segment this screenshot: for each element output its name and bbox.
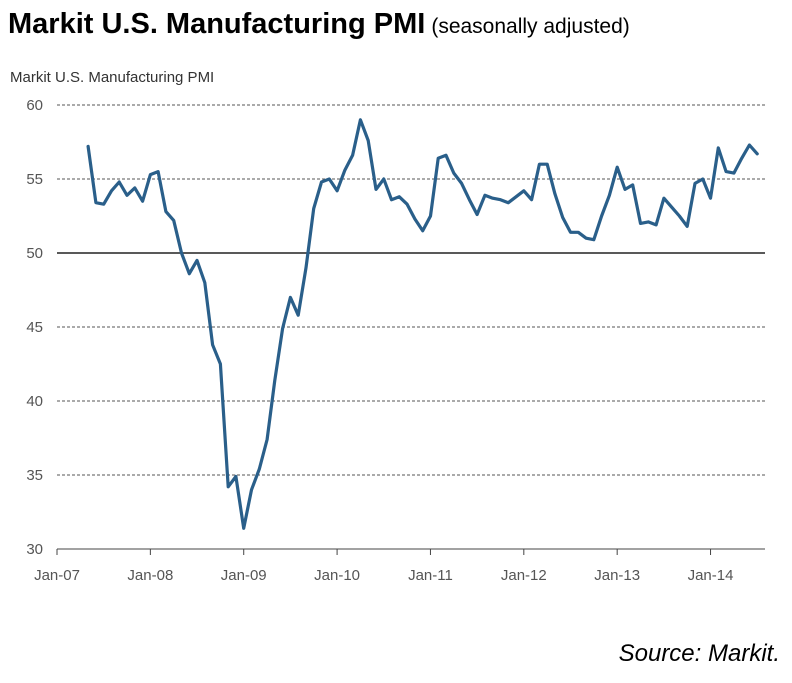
x-tick-label: Jan-14 xyxy=(688,567,734,584)
x-tick-label: Jan-10 xyxy=(314,567,360,584)
y-tick-label: 55 xyxy=(26,171,43,188)
gridlines xyxy=(57,104,765,476)
series-group xyxy=(86,118,759,530)
x-tick-label: Jan-13 xyxy=(594,567,640,584)
y-tick-label: 30 xyxy=(26,541,43,558)
x-axis: Jan-07 Jan-08 Jan-09 Jan-10 Jan-11 Jan-12 Jan-… xyxy=(34,548,765,584)
y-tick-label: 45 xyxy=(26,319,43,336)
chart-title-block: Markit U.S. Manufacturing PMI (seasonally… xyxy=(8,8,630,41)
source-note: Source: Markit. xyxy=(618,640,780,667)
x-tick-label: Jan-09 xyxy=(221,567,267,584)
y-axis-label: Markit U.S. Manufacturing PMI xyxy=(10,69,214,86)
x-tick-label: Jan-07 xyxy=(34,567,80,584)
pmi-series-line xyxy=(86,118,759,530)
x-tick-label: Jan-08 xyxy=(127,567,173,584)
chart-title: Markit U.S. Manufacturing PMI xyxy=(8,8,426,40)
y-tick-label: 50 xyxy=(26,245,43,262)
x-tick-label: Jan-11 xyxy=(408,567,453,584)
chart-subtitle: (seasonally adjusted) xyxy=(431,15,630,38)
y-tick-label: 60 xyxy=(26,97,43,114)
x-tick-label: Jan-12 xyxy=(501,567,547,584)
y-tick-labels: 30 35 40 45 50 55 60 xyxy=(26,97,43,558)
y-tick-label: 40 xyxy=(26,393,43,410)
y-tick-label: 35 xyxy=(26,467,43,484)
